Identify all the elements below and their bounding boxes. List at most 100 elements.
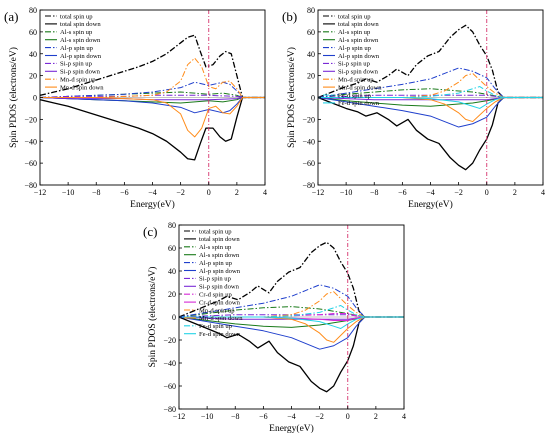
legend-label-mn-d-spin-down: Mn-d spin down [60,84,104,91]
series-line-mn-d-spin-up [318,72,543,98]
legend-label-al-p-spin-down: Al-p spin down [199,268,241,275]
x-axis-title: Energy(eV) [269,423,314,434]
panel-b: (b)−12 −10 −8 −6 −4 −2 0 2 4−80−60−40−2002040608… [282,6,545,210]
series-line-al-s-spin-up [318,88,543,98]
x-tick-label: −6 [120,188,129,197]
x-tick-label: 4 [263,188,267,197]
legend-label-mn-d-spin-up: Mn-d spin up [338,77,374,84]
series-line-total-spin-down [40,96,265,161]
series-line-al-p-spin-down [40,97,265,114]
y-tick-label: −60 [163,382,176,391]
legend-label-al-p-spin-up: Al-p spin up [199,260,233,267]
x-tick-label: 2 [235,188,239,197]
y-tick-label: 80 [307,6,315,15]
series-line-al-s-spin-down [318,97,543,107]
y-tick-label: 60 [168,244,176,253]
y-axis-title: Spin PDOS (electrons/eV) [147,267,158,368]
x-tick-label: −2 [315,412,324,421]
legend-label-cr-d-spin-down: Cr-d spin down [199,299,241,306]
x-tick-label: 4 [402,412,406,421]
x-tick-label: −8 [231,412,240,421]
x-tick-label: −10 [62,188,75,197]
legend-label-mn-d-spin-up: Mn-d spin up [199,307,235,314]
x-tick-label: −6 [398,188,407,197]
y-tick-label: 0 [311,94,315,103]
series-line-total-spin-down [179,316,404,393]
x-tick-label: −8 [370,188,379,197]
series-line-fe-d-spin-down [179,316,404,329]
legend-label-al-s-spin-up: Al-s spin up [60,29,93,36]
y-tick-label: −80 [163,405,176,414]
panel-label: (b) [282,9,297,24]
series-group [40,34,265,161]
x-tick-label: −12 [173,412,186,421]
legend-label-al-s-spin-down: Al-s spin down [338,37,379,44]
legend-label-mn-d-spin-down: Mn-d spin down [199,315,243,322]
legend-label-total-spin-up: total spin up [338,13,371,20]
series-line-fe-d-spin-up [179,305,404,318]
x-tick-label: −12 [312,188,325,197]
panel-c: (c)−12 −10 −8 −6 −4 −2 0 2 4−80−60−40−2002040608… [143,221,406,434]
panel-label: (a) [4,9,18,24]
x-tick-label: 0 [485,188,489,197]
y-tick-label: 60 [307,28,315,37]
series-line-si-p-spin-down [40,97,265,101]
y-tick-label: −20 [302,115,315,124]
x-tick-label: −4 [287,412,296,421]
x-tick-label: 0 [346,412,350,421]
legend-label-si-p-spin-up: Si-p spin up [199,276,232,283]
series-line-total-spin-up [318,24,543,99]
y-tick-label: −20 [163,336,176,345]
panel-a: (a)−12 −10 −8 −6 −4 −2 0 2 4−80−60−40−2002040608… [4,6,267,210]
series-group [318,24,543,171]
series-line-al-s-spin-down [179,316,404,328]
x-tick-label: −10 [201,412,214,421]
legend-label-fe-d-spin-down: Fe-d spin down [338,100,380,107]
x-axis-title: Energy(eV) [130,199,175,210]
series-line-mn-d-spin-down [40,97,265,138]
x-tick-label: −8 [92,188,101,197]
legend-label-mn-d-spin-up: Mn-d spin up [60,77,96,84]
y-tick-label: −40 [24,137,37,146]
legend-label-total-spin-down: total spin down [199,236,240,243]
legend-label-al-p-spin-up: Al-p spin up [338,45,372,52]
y-tick-label: 40 [168,267,176,276]
y-tick-label: 60 [29,28,37,37]
y-tick-label: 0 [172,313,176,322]
x-tick-label: −4 [426,188,435,197]
y-tick-label: −20 [24,115,37,124]
series-line-al-s-spin-up [179,306,404,318]
legend-label-total-spin-down: total spin down [338,21,379,28]
y-tick-label: 20 [168,290,176,299]
y-tick-label: 80 [168,221,176,230]
y-tick-label: −40 [302,137,315,146]
legend-label-si-p-spin-down: Si-p spin down [338,69,379,76]
legend-label-cr-d-spin-up: Cr-d spin up [199,292,233,299]
legend-label-mn-d-spin-down: Mn-d spin down [338,84,382,91]
legend-label-si-p-spin-down: Si-p spin down [60,69,101,76]
legend-label-al-p-spin-up: Al-p spin up [60,45,94,52]
x-tick-label: −10 [340,188,353,197]
y-tick-label: −40 [163,359,176,368]
series-line-mn-d-spin-up [40,57,265,98]
legend-label-total-spin-up: total spin up [60,13,93,20]
y-tick-label: −60 [24,159,37,168]
x-tick-label: 2 [513,188,517,197]
y-tick-label: 20 [29,72,37,81]
x-tick-label: −6 [259,412,268,421]
legend-label-al-p-spin-down: Al-p spin down [338,53,380,60]
y-tick-label: −80 [24,181,37,190]
legend-label-al-s-spin-down: Al-s spin down [60,37,101,44]
x-tick-label: 0 [207,188,211,197]
y-axis-title: Spin PDOS (electrons/eV) [286,47,297,148]
y-tick-label: 0 [33,94,37,103]
legend-label-al-p-spin-down: Al-p spin down [60,53,102,60]
series-line-al-p-spin-down [179,316,404,350]
x-tick-label: 2 [374,412,378,421]
series-line-total-spin-up [40,34,265,99]
legend-label-al-s-spin-down: Al-s spin down [199,252,240,259]
x-tick-label: −2 [176,188,185,197]
x-axis-title: Energy(eV) [408,199,453,210]
legend-label-si-p-spin-up: Si-p spin up [338,61,371,68]
